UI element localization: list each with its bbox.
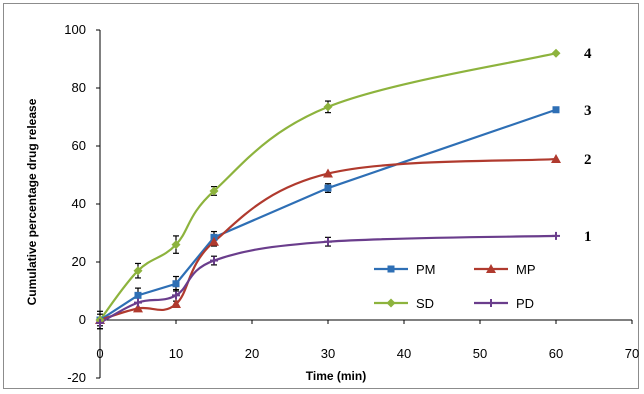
x-tick-label: 50 xyxy=(473,346,487,361)
data-point-mp xyxy=(171,299,181,309)
legend-label-pm: PM xyxy=(416,262,436,277)
error-bars xyxy=(97,100,331,330)
data-point-pd xyxy=(172,291,180,300)
data-point-pm xyxy=(172,280,180,288)
y-tick-label: 0 xyxy=(79,312,86,327)
legend-marker-mp xyxy=(486,264,496,273)
x-tick-label: 20 xyxy=(245,346,259,361)
data-point-pd xyxy=(552,231,560,240)
axes: -20 0 20 40 60 80 100 0 10 20 30 40 50 60 70 xyxy=(64,22,639,385)
end-label-pd: 1 xyxy=(584,229,592,245)
legend-item-sd: SD xyxy=(374,296,434,311)
data-point-mp xyxy=(209,236,219,246)
data-point-pd xyxy=(210,256,218,265)
data-point-sd xyxy=(171,240,181,250)
data-point-pd xyxy=(324,237,332,246)
legend-item-pm: PM xyxy=(374,262,436,277)
data-point-sd xyxy=(209,186,219,196)
y-tick-label: 80 xyxy=(72,80,86,95)
x-tick-label: 10 xyxy=(169,346,183,361)
y-tick-label: 40 xyxy=(72,196,86,211)
chart-frame xyxy=(3,3,639,389)
legend-label-sd: SD xyxy=(416,296,434,311)
end-label-mp: 2 xyxy=(584,152,592,168)
x-tick-label: 40 xyxy=(397,346,411,361)
y-tick-label: -20 xyxy=(67,370,86,385)
series-line-pm xyxy=(99,108,557,321)
legend-marker-sd xyxy=(386,298,396,308)
data-point-mp xyxy=(133,303,143,313)
data-point-pm xyxy=(552,106,560,114)
legend-label-pd: PD xyxy=(516,296,534,311)
legend: PM MP SD PD xyxy=(374,262,536,311)
x-tick-label: 0 xyxy=(96,346,103,361)
legend-label-mp: MP xyxy=(516,262,536,277)
x-tick-label: 60 xyxy=(549,346,563,361)
y-tick-label: 60 xyxy=(72,138,86,153)
x-axis-label: Time (min) xyxy=(306,369,366,383)
legend-item-mp: MP xyxy=(474,262,536,277)
data-point-sd xyxy=(551,48,561,58)
data-point-pm xyxy=(324,184,332,192)
y-tick-label: 100 xyxy=(64,22,86,37)
legend-marker-pd xyxy=(487,299,495,307)
legend-item-pd: PD xyxy=(474,296,534,311)
x-tick-label: 70 xyxy=(625,346,639,361)
data-point-sd xyxy=(133,266,143,276)
data-point-mp xyxy=(323,168,333,178)
legend-marker-pm xyxy=(387,265,395,273)
data-point-pm xyxy=(134,291,142,299)
series-markers xyxy=(95,48,561,327)
data-point-pd xyxy=(134,298,142,307)
end-label-sd: 4 xyxy=(584,46,592,62)
data-point-pd xyxy=(96,318,104,327)
y-tick-label: 20 xyxy=(72,254,86,269)
data-point-mp xyxy=(551,154,561,164)
end-label-pm: 3 xyxy=(584,103,592,119)
end-labels: 3 2 4 1 xyxy=(584,46,592,245)
x-tick-label: 30 xyxy=(321,346,335,361)
data-point-sd xyxy=(323,102,333,112)
y-axis-label: Cumulative percentage drug release xyxy=(25,98,39,305)
